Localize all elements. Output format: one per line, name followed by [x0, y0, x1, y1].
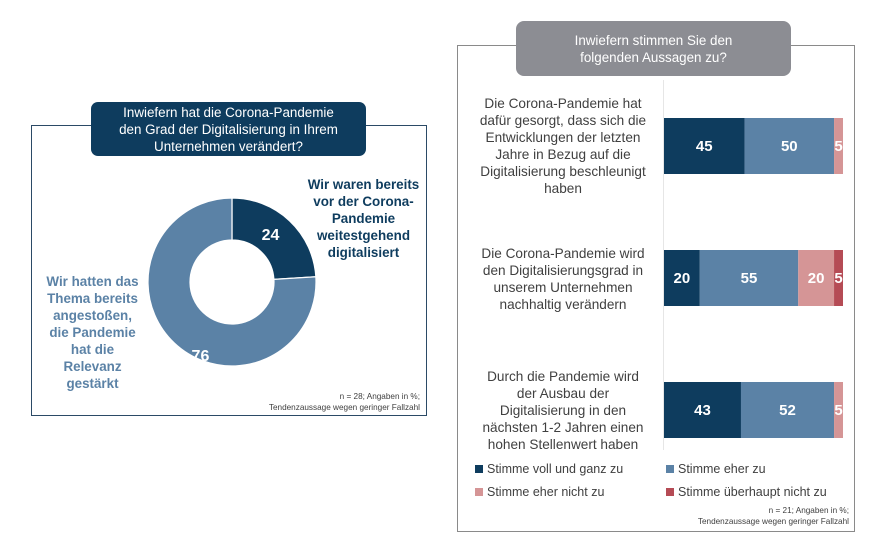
bar-data-label: 5 [834, 402, 842, 419]
bar-segment [664, 250, 700, 306]
statement-line: nachhaltig verändern [499, 297, 627, 312]
donut-label-initiated: Wir hatten das Thema bereits angestoßen,… [40, 273, 145, 392]
statement-line: Die Corona-Pandemie wird [481, 246, 645, 261]
donut-title-line: Inwiefern hat die Corona-Pandemie [123, 104, 334, 120]
donut-slice [147, 197, 317, 367]
bar-data-label: 52 [779, 402, 796, 419]
bar-segment [740, 382, 835, 438]
donut-chart: 24 76 [147, 197, 317, 367]
legend-swatch [666, 488, 674, 496]
statement-line: hohen Stellenwert haben [487, 437, 639, 452]
note-line: n = 21; Angaben in %; [768, 506, 849, 515]
legend-item-strongly-agree: Stimme voll und ganz zu [475, 462, 623, 476]
bar-title-line: Inwiefern stimmen Sie den [574, 32, 733, 48]
bar-data-label: 5 [834, 270, 842, 287]
label-line: angestoßen, [53, 308, 132, 323]
bar-segment [664, 118, 745, 174]
legend-item-agree: Stimme eher zu [666, 462, 766, 476]
donut-chart-title: Inwiefern hat die Corona-Pandemie den Gr… [91, 102, 366, 156]
donut-footnote: n = 28; Angaben in %; Tendenzaussage weg… [200, 391, 420, 413]
bar-data-label: 45 [696, 138, 713, 155]
label-line: Thema bereits [47, 291, 138, 306]
bar-segment [834, 382, 843, 438]
bar-chart-title: Inwiefern stimmen Sie den folgenden Auss… [516, 21, 791, 76]
axis-divider [663, 80, 664, 450]
note-line: Tendenzaussage wegen geringer Fallzahl [697, 517, 849, 526]
bar-data-label: 50 [781, 138, 798, 155]
bar-data-label: 20 [674, 270, 691, 287]
bar-data-label: 20 [808, 270, 825, 287]
statement-1: Die Corona-Pandemie hat dafür gesorgt, d… [463, 95, 663, 197]
statement-3: Durch die Pandemie wird der Ausbau der D… [463, 368, 663, 453]
label-line: weitestgehend [316, 228, 410, 243]
note-line: Tendenzaussage wegen geringer Fallzahl [268, 403, 420, 412]
legend-swatch [475, 488, 483, 496]
label-line: Wir waren bereits [307, 177, 420, 192]
legend-item-strongly-disagree: Stimme überhaupt nicht zu [666, 485, 827, 499]
label-line: gestärkt [66, 376, 119, 391]
statement-line: unserem Unternehmen [493, 280, 633, 295]
statement-line: Digitalisierung beschleunigt [480, 164, 646, 179]
bar-data-label: 55 [741, 270, 758, 287]
label-line: Relevanz [63, 359, 122, 374]
legend-swatch [475, 465, 483, 473]
label-line: hat die [70, 342, 115, 357]
bar-footnote: n = 21; Angaben in %; Tendenzaussage weg… [620, 505, 849, 527]
legend-label: Stimme eher nicht zu [487, 485, 605, 499]
bar-segment [664, 382, 741, 438]
statement-line: Entwicklungen der letzten [485, 130, 641, 145]
donut-title-line: den Grad der Digitalisierung in Ihrem [119, 121, 338, 137]
statement-line: Jahre in Bezug auf die [495, 147, 631, 162]
statement-line: Digitalisierung in den [499, 403, 627, 418]
legend-label: Stimme eher zu [678, 462, 766, 476]
label-line: digitalisiert [327, 245, 400, 260]
statement-line: haben [544, 181, 582, 196]
label-line: Wir hatten das [46, 274, 139, 289]
donut-label-digitalized: Wir waren bereits vor der Corona- Pandem… [296, 176, 431, 261]
legend-label: Stimme überhaupt nicht zu [678, 485, 827, 499]
donut-data-label: 24 [262, 227, 280, 244]
bar-data-label: 5 [834, 138, 842, 155]
bar-segment [798, 250, 835, 306]
donut-title-line: Unternehmen verändert? [154, 138, 303, 154]
statement-2: Die Corona-Pandemie wird den Digitalisie… [463, 245, 663, 313]
legend-label: Stimme voll und ganz zu [487, 462, 624, 476]
label-line: die Pandemie [49, 325, 136, 340]
donut-slice [231, 197, 317, 280]
legend-swatch [666, 465, 674, 473]
bar-data-label: 43 [694, 402, 711, 419]
statement-line: Die Corona-Pandemie hat [484, 96, 642, 111]
bar-title-line: folgenden Aussagen zu? [580, 49, 727, 65]
statement-line: Durch die Pandemie wird [487, 369, 639, 384]
label-line: Pandemie [331, 211, 396, 226]
statement-line: den Digitalisierungsgrad in [482, 263, 644, 278]
donut-data-label: 76 [192, 348, 210, 365]
label-line: vor der Corona- [313, 194, 414, 209]
statement-line: dafür gesorgt, dass sich die [479, 113, 647, 128]
legend-item-disagree: Stimme eher nicht zu [475, 485, 604, 499]
note-line: n = 28; Angaben in %; [339, 392, 420, 401]
bar-segment [834, 118, 843, 174]
bar-segment [834, 250, 843, 306]
statement-line: der Ausbau der [516, 386, 610, 401]
bar-segment [744, 118, 835, 174]
statement-line: nächsten 1-2 Jahren einen [482, 420, 644, 435]
stacked-bar-chart: 45 50 5 20 55 20 5 43 52 5 [664, 118, 843, 438]
bar-segment [699, 250, 799, 306]
